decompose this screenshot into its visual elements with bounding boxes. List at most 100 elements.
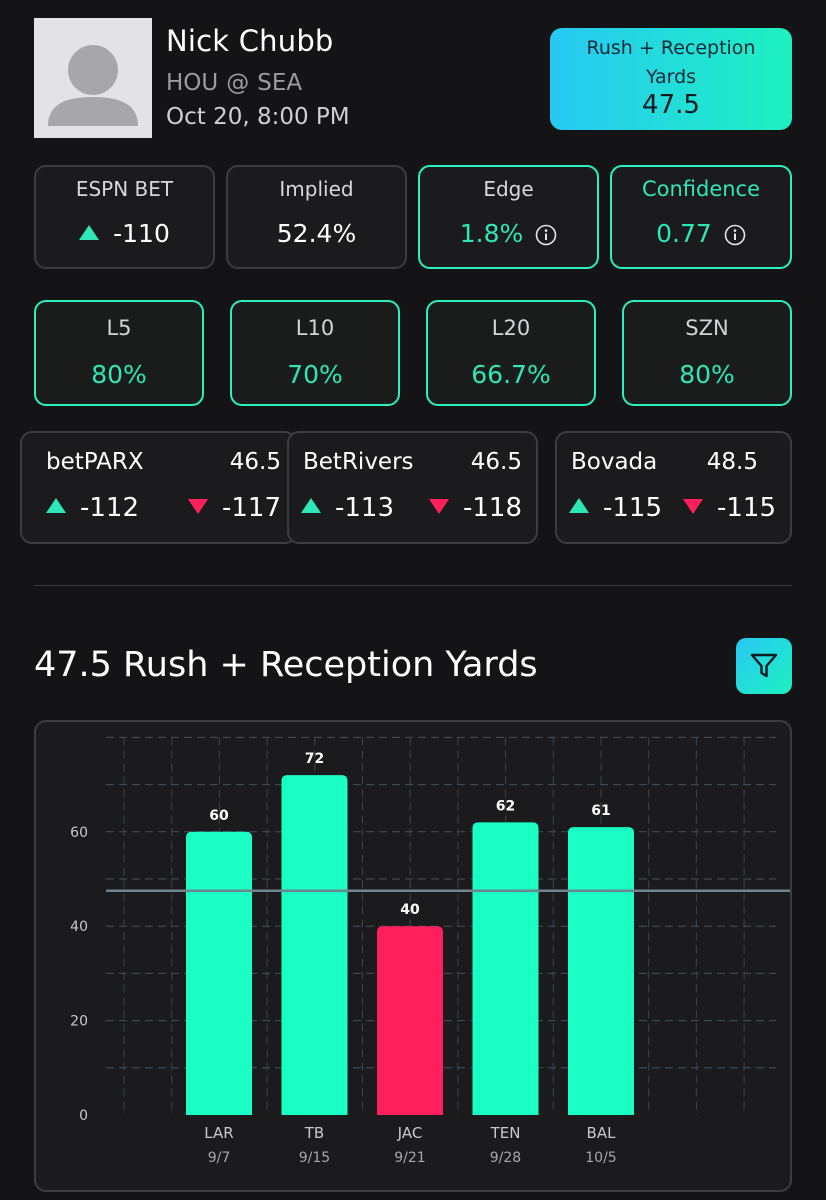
prop-badge[interactable]: Rush + Reception Yards 47.5 (550, 28, 792, 130)
info-icon[interactable] (535, 224, 557, 246)
hit-rate-value: 70% (287, 360, 343, 389)
bar-value-label: 62 (496, 798, 515, 814)
bar (568, 827, 634, 1115)
book-name: BetRivers (303, 449, 414, 475)
bar-value-label: 40 (400, 902, 420, 918)
confidence-title: Confidence (641, 177, 761, 201)
hit-rate-title: SZN (685, 316, 729, 340)
hit-rate-l5-card[interactable]: L5 80% (34, 300, 204, 406)
opponent-abbr: SEA (257, 70, 303, 96)
implied-value: 52.4% (276, 219, 357, 248)
book-over-odds: -113 (335, 493, 395, 523)
game-log-chart: 0 20 40 60 60 LAR 9/7 72 TB 9/15 40 JAC 9/21 62 TEN 9/2… (34, 720, 792, 1192)
triangle-down-icon (187, 499, 208, 514)
espn-bet-odds: -110 (36, 219, 213, 248)
bar (281, 775, 348, 1115)
book-card-betparx[interactable]: betPARX 46.5 -112 -117 (20, 431, 297, 544)
edge-title: Edge (483, 177, 534, 201)
y-tick-label: 40 (70, 919, 88, 935)
triangle-up-icon (46, 498, 66, 513)
book-under-odds: -118 (462, 493, 522, 523)
bar-value-label: 61 (591, 803, 610, 819)
prop-label: Rush + Reception Yards (550, 34, 792, 92)
book-name: Bovada (571, 449, 658, 475)
book-card-bovada[interactable]: Bovada 48.5 -115 -115 (555, 431, 792, 544)
triangle-up-icon (301, 498, 321, 513)
at-symbol: @ (226, 70, 250, 96)
y-tick-label: 0 (79, 1108, 88, 1124)
book-over: -113 (301, 493, 394, 523)
prop-label-line1: Rush + Reception (586, 37, 756, 59)
hit-rate-l20-card[interactable]: L20 66.7% (426, 300, 596, 406)
prop-line: 47.5 (642, 90, 700, 120)
edge-card[interactable]: Edge 1.8% (418, 165, 599, 269)
implied-title: Implied (279, 177, 354, 201)
book-over: -115 (569, 493, 662, 523)
x-date-label: 10/5 (585, 1150, 616, 1166)
hit-rate-value: 80% (91, 360, 147, 389)
x-tick-label: JAC (397, 1124, 423, 1142)
book-under-odds: -117 (221, 493, 281, 523)
espn-bet-card[interactable]: ESPN BET -110 (34, 165, 215, 269)
game-time: Oct 20, 8:00 PM (166, 104, 350, 130)
triangle-down-icon (428, 499, 449, 514)
book-over-odds: -115 (603, 493, 663, 523)
x-tick-label: LAR (204, 1124, 233, 1142)
bar-chart: 0 20 40 60 60 LAR 9/7 72 TB 9/15 40 JAC 9/21 62 TEN 9/2… (70, 736, 790, 1166)
x-date-label: 9/7 (208, 1150, 231, 1166)
x-tick-label: BAL (587, 1124, 617, 1142)
triangle-down-icon (682, 499, 703, 514)
confidence-value: 0.77 (656, 219, 712, 248)
x-tick-label: TB (304, 1124, 324, 1142)
book-line: 46.5 (470, 449, 522, 475)
book-under: -118 (428, 493, 522, 523)
hit-rate-title: L5 (106, 316, 132, 340)
book-over: -112 (46, 493, 139, 523)
book-under: -117 (187, 493, 281, 523)
player-avatar (34, 18, 152, 138)
x-date-label: 9/21 (394, 1150, 425, 1166)
person-placeholder-icon (34, 18, 152, 138)
x-tick-label: TEN (490, 1124, 521, 1142)
x-date-label: 9/28 (490, 1150, 521, 1166)
player-name: Nick Chubb (166, 24, 334, 58)
book-name: betPARX (46, 449, 144, 475)
book-line: 48.5 (706, 449, 758, 475)
chart-section-title: 47.5 Rush + Reception Yards (34, 645, 538, 685)
hit-rate-value: 66.7% (471, 360, 551, 389)
triangle-up-icon (79, 224, 100, 240)
bar (377, 926, 443, 1115)
info-icon[interactable] (724, 224, 746, 246)
prop-label-line2: Yards (645, 66, 697, 88)
matchup: HOU @ SEA (166, 70, 302, 96)
implied-card[interactable]: Implied 52.4% (226, 165, 407, 269)
team-abbr: HOU (166, 70, 219, 96)
book-line: 46.5 (229, 449, 281, 475)
edge-value: 1.8% (459, 219, 524, 248)
book-under: -115 (682, 493, 776, 523)
x-date-label: 9/15 (299, 1150, 330, 1166)
bar (472, 822, 539, 1115)
filter-button[interactable] (736, 638, 792, 694)
book-over-odds: -112 (80, 493, 140, 523)
bar-value-label: 60 (209, 808, 229, 824)
hit-rate-l10-card[interactable]: L10 70% (230, 300, 400, 406)
espn-bet-title: ESPN BET (75, 177, 174, 201)
hit-rate-szn-card[interactable]: SZN 80% (622, 300, 792, 406)
edge-value-row: 1.8% (420, 219, 597, 248)
confidence-card[interactable]: Confidence 0.77 (610, 165, 792, 269)
espn-bet-value: -110 (113, 219, 170, 248)
filter-funnel-icon (750, 653, 778, 678)
hit-rate-title: L10 (295, 316, 335, 340)
bar (186, 831, 252, 1115)
bar-value-label: 72 (305, 751, 324, 767)
y-tick-label: 20 (70, 1014, 88, 1030)
book-under-odds: -115 (716, 493, 776, 523)
triangle-up-icon (569, 498, 589, 513)
hit-rate-value: 80% (679, 360, 735, 389)
y-tick-label: 60 (70, 825, 88, 841)
hit-rate-title: L20 (491, 316, 531, 340)
book-card-betrivers[interactable]: BetRivers 46.5 -113 -118 (287, 431, 538, 544)
section-divider (34, 585, 792, 586)
confidence-value-row: 0.77 (612, 219, 790, 248)
